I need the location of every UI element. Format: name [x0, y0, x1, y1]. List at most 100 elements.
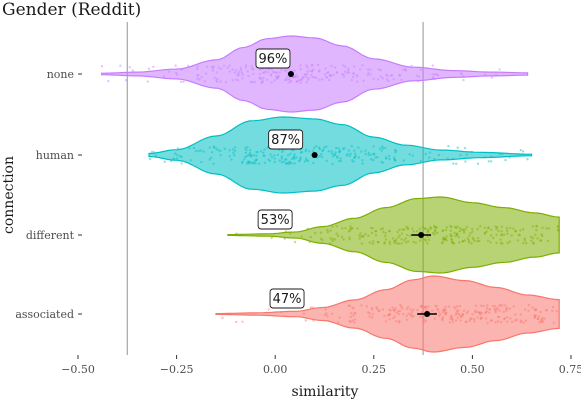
data-point: [212, 162, 215, 165]
data-point: [336, 71, 339, 74]
data-point: [326, 71, 329, 75]
data-point: [255, 154, 258, 157]
data-point: [255, 150, 258, 154]
data-point: [460, 315, 463, 318]
data-point: [388, 157, 391, 161]
data-point: [312, 68, 315, 71]
data-point: [445, 235, 448, 238]
data-point: [348, 320, 351, 323]
data-point: [330, 150, 333, 153]
data-point: [427, 230, 430, 234]
data-point: [355, 80, 359, 83]
data-point: [508, 307, 512, 310]
data-point: [299, 157, 302, 160]
data-point: [442, 238, 445, 241]
data-point: [458, 305, 462, 308]
data-point: [349, 225, 352, 228]
data-point: [445, 239, 448, 242]
data-point: [196, 77, 199, 80]
data-point: [331, 162, 334, 166]
data-point: [235, 78, 238, 81]
data-point: [372, 152, 375, 156]
data-point: [519, 149, 522, 152]
data-point: [195, 67, 199, 71]
data-point: [301, 150, 304, 154]
data-point: [486, 304, 489, 307]
data-point: [362, 235, 365, 238]
data-point: [381, 145, 384, 148]
data-point: [485, 310, 488, 314]
data-point: [258, 77, 261, 80]
data-point: [311, 69, 314, 73]
data-point: [419, 305, 423, 308]
data-point: [233, 154, 236, 157]
data-point: [419, 68, 422, 72]
data-point: [352, 65, 356, 68]
data-point: [275, 70, 278, 74]
x-tick-label: −0.50: [61, 363, 95, 376]
data-point: [352, 72, 355, 76]
data-point: [420, 305, 424, 309]
data-point: [438, 314, 441, 318]
data-point: [545, 309, 548, 312]
data-point: [374, 234, 378, 237]
data-point: [356, 75, 359, 78]
data-point: [531, 236, 535, 240]
data-point: [476, 227, 479, 231]
data-point: [444, 308, 447, 312]
data-point: [305, 81, 308, 84]
data-point: [370, 231, 374, 235]
y-tick-label: human: [36, 149, 74, 162]
violin-different: 53%: [227, 196, 561, 274]
data-point: [494, 73, 498, 77]
data-point: [258, 162, 261, 165]
data-point: [299, 64, 302, 67]
data-point: [285, 158, 288, 161]
data-point: [457, 312, 460, 315]
data-point: [215, 79, 218, 82]
data-point: [379, 75, 382, 78]
data-point: [379, 69, 382, 72]
data-point: [480, 312, 484, 315]
data-point: [376, 241, 380, 244]
data-point: [232, 151, 235, 155]
data-point: [298, 159, 301, 162]
data-point: [409, 308, 412, 311]
data-point: [290, 162, 293, 165]
data-point: [402, 159, 405, 162]
data-point: [292, 155, 296, 158]
data-point: [541, 234, 544, 238]
data-point: [397, 242, 401, 245]
data-point: [336, 156, 339, 159]
data-point: [318, 155, 321, 158]
data-point: [309, 306, 313, 309]
data-point: [538, 321, 541, 324]
data-point: [360, 304, 363, 307]
data-point: [337, 159, 341, 163]
data-point: [331, 225, 334, 228]
data-point: [304, 319, 307, 322]
percent-label-text: 87%: [271, 133, 300, 148]
data-point: [370, 226, 373, 230]
data-point: [426, 229, 429, 233]
data-point: [239, 66, 242, 69]
data-point: [358, 237, 361, 240]
data-point: [300, 78, 303, 81]
data-point: [243, 158, 246, 161]
data-point: [180, 162, 183, 165]
data-point: [476, 237, 480, 240]
data-point: [371, 227, 374, 230]
data-point: [375, 306, 378, 309]
data-point: [492, 236, 495, 240]
data-point: [523, 308, 527, 311]
data-point: [182, 80, 185, 84]
data-point: [435, 305, 438, 308]
percent-label-text: 96%: [259, 52, 288, 67]
data-point: [451, 242, 455, 245]
data-point: [452, 242, 456, 245]
data-point: [471, 313, 474, 316]
data-point: [381, 77, 384, 80]
data-point: [321, 149, 324, 153]
y-tick-label: associated: [15, 308, 74, 321]
data-point: [318, 78, 321, 81]
